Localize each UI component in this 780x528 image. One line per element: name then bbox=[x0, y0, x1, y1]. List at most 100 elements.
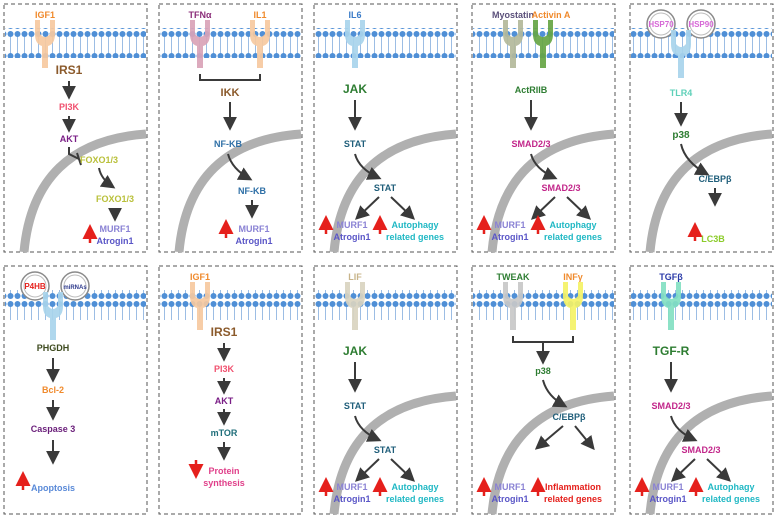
receptor bbox=[503, 282, 523, 330]
pathway-arrow bbox=[670, 415, 698, 442]
output-label-1: MURF1 bbox=[495, 482, 526, 492]
receptor bbox=[503, 20, 523, 68]
output-label-1: Protein bbox=[208, 466, 239, 476]
cell-membrane bbox=[473, 290, 614, 320]
node-label: IRS1 bbox=[211, 325, 238, 339]
output-label-3: Autophagy bbox=[708, 482, 755, 492]
node-label: FOXO1/3 bbox=[96, 194, 134, 204]
node-label: SMAD2/3 bbox=[651, 401, 690, 411]
node-label: p38 bbox=[535, 366, 551, 376]
receptor bbox=[661, 282, 681, 330]
receptor bbox=[345, 20, 365, 68]
pathway-arrow bbox=[542, 379, 568, 408]
node-label: NF-KB bbox=[214, 139, 242, 149]
nucleus-membrane bbox=[174, 129, 302, 253]
pathway-panel: TGFβ TGF-R SMAD2/3 SMAD2/3 MURF1 Atrogin1 Auto… bbox=[629, 265, 774, 515]
node-label: AKT bbox=[215, 396, 234, 406]
nucleus-membrane bbox=[19, 129, 147, 253]
pathway-arrow bbox=[530, 196, 556, 220]
receptor bbox=[563, 282, 583, 330]
pathway-arrow bbox=[354, 196, 380, 220]
node-label: NF-KB bbox=[238, 186, 266, 196]
receptor-shape bbox=[345, 20, 365, 68]
node-label: PHGDH bbox=[37, 343, 70, 353]
inhibition-bar bbox=[76, 152, 82, 166]
ligand-label: HSP90 bbox=[688, 20, 714, 29]
ligand-label: IGF1 bbox=[35, 10, 55, 20]
receptor-shape bbox=[250, 20, 270, 68]
node-label: TGF-R bbox=[653, 344, 690, 358]
node-label: Bcl-2 bbox=[42, 385, 64, 395]
ligand-label: TGFβ bbox=[659, 272, 683, 282]
cell-membrane bbox=[160, 28, 301, 58]
output-label-1: Apoptosis bbox=[31, 483, 75, 493]
pathway-panel: P4HB miRNAs PHGDH Bcl-2 Caspase 3 Apoptosis bbox=[3, 265, 148, 515]
pathway-arrow bbox=[227, 153, 253, 181]
protein-circle-inner bbox=[23, 274, 47, 298]
pathway-arrow bbox=[98, 167, 116, 189]
output-label-1: MURF1 bbox=[337, 482, 368, 492]
pathway-panel: IGF1 IRS1 PI3K AKT mTOR Protein synthesis bbox=[158, 265, 303, 515]
output-label-1: MURF1 bbox=[239, 224, 270, 234]
node-label: PI3K bbox=[214, 364, 235, 374]
receptor-shape bbox=[671, 30, 691, 78]
node-label: AKT bbox=[60, 134, 79, 144]
node-label: STAT bbox=[374, 183, 397, 193]
receptor-shape bbox=[345, 282, 365, 330]
node-label: SMAD2/3 bbox=[681, 445, 720, 455]
receptor-shape bbox=[43, 292, 63, 340]
pathway-arrow bbox=[574, 425, 595, 451]
output-label-1: MURF1 bbox=[337, 220, 368, 230]
cell-membrane bbox=[160, 290, 301, 320]
nucleus-membrane bbox=[487, 391, 615, 515]
ligand-label: P4HB bbox=[24, 282, 46, 291]
output-label-1: LC3B bbox=[701, 234, 725, 244]
node-label: Caspase 3 bbox=[31, 424, 76, 434]
protein-circle bbox=[20, 271, 50, 301]
pathway-arrow bbox=[354, 415, 382, 442]
pathway-arrow bbox=[534, 425, 564, 450]
output-label-2: Atrogin1 bbox=[492, 494, 529, 504]
pathway-panel: IGF1 IRS1 PI3K AKT FOXO1/3 FOXO1/3 MURF1 Atrogi… bbox=[3, 3, 148, 253]
output-label-1: MURF1 bbox=[100, 224, 131, 234]
output-label-4: related genes bbox=[544, 232, 602, 242]
node-label: IKK bbox=[221, 87, 240, 99]
output-label-4: related genes bbox=[386, 494, 444, 504]
protein-circle-inner bbox=[649, 12, 673, 36]
ligand-label: IGF1 bbox=[190, 272, 210, 282]
cell-membrane bbox=[631, 290, 772, 320]
node-label: STAT bbox=[344, 401, 367, 411]
ligand-label: LIF bbox=[348, 272, 362, 282]
receptor bbox=[35, 20, 55, 68]
receptor-shape bbox=[190, 20, 210, 68]
ligand-label: IL6 bbox=[348, 10, 361, 20]
node-label: SMAD2/3 bbox=[511, 139, 550, 149]
node-label: IRS1 bbox=[56, 63, 83, 77]
node-label: JAK bbox=[343, 82, 367, 96]
protein-circle bbox=[60, 271, 90, 301]
node-label: SMAD2/3 bbox=[541, 183, 580, 193]
output-label-3: Inflammation bbox=[545, 482, 601, 492]
output-label-2: Atrogin1 bbox=[492, 232, 529, 242]
pathway-arrow bbox=[530, 153, 558, 180]
receptor-bracket bbox=[199, 74, 261, 81]
ligand-label: miRNAs bbox=[63, 285, 87, 291]
output-label-4: related genes bbox=[702, 494, 760, 504]
ligand-label: Myostatin bbox=[492, 10, 534, 20]
receptor-shape bbox=[661, 282, 681, 330]
ligand-label: TFNα bbox=[188, 10, 211, 20]
output-label-2: Atrogin1 bbox=[236, 236, 273, 246]
cell-membrane bbox=[315, 290, 456, 320]
node-label: STAT bbox=[374, 445, 397, 455]
pathway-panel: HSP70 HSP90 TLR4 p38 C/EBPβ LC3B bbox=[629, 3, 774, 253]
protein-circle-inner bbox=[689, 12, 713, 36]
pathway-arrow bbox=[354, 153, 382, 180]
nucleus-membrane bbox=[645, 129, 773, 253]
node-label: TLR4 bbox=[670, 88, 693, 98]
receptor-shape bbox=[503, 20, 523, 68]
node-label: C/EBPβ bbox=[699, 174, 733, 184]
receptor-shape bbox=[533, 20, 553, 68]
output-label-2: Atrogin1 bbox=[650, 494, 687, 504]
pathway-arrow bbox=[706, 458, 732, 482]
output-label-4: related genes bbox=[544, 494, 602, 504]
